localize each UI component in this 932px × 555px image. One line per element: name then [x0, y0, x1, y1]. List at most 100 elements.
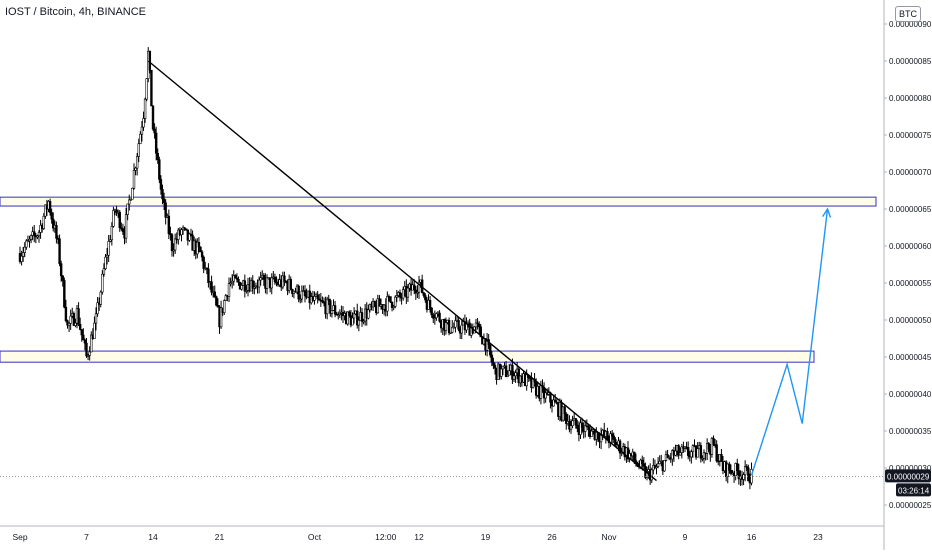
candle-body [128, 199, 131, 205]
candle-body [454, 320, 457, 328]
candle-body [642, 463, 646, 467]
candle-body [663, 459, 666, 472]
candle-body [333, 305, 337, 315]
candle-body [77, 308, 80, 325]
candle-body [129, 198, 133, 201]
candle-body [23, 246, 26, 253]
y-tick-label: 0.00000030 [889, 464, 932, 473]
candle-body [474, 322, 478, 328]
candle-body [167, 215, 171, 235]
candle-body [80, 329, 83, 336]
candle-body [243, 280, 247, 292]
candle-body [121, 228, 125, 233]
candle-body [105, 254, 109, 258]
candle-body [329, 300, 332, 314]
y-tick-label: 0.00000080 [889, 94, 932, 103]
candle-body [444, 322, 448, 331]
candle-body [104, 256, 107, 269]
candle-body [115, 209, 118, 213]
candle-body [36, 235, 39, 238]
candle-body [360, 312, 364, 322]
y-tick-label: 0.00000085 [889, 57, 932, 66]
candle-body [422, 292, 425, 296]
candle-body [346, 311, 349, 325]
candle-body [553, 399, 557, 403]
candle-body [109, 239, 112, 242]
candle-body [59, 263, 63, 277]
candle-body [234, 275, 237, 279]
support-zone[interactable] [0, 350, 815, 363]
candle-body [197, 241, 201, 248]
candle-body [351, 317, 354, 326]
candle-body [489, 344, 492, 356]
candle-body [325, 298, 329, 315]
candle-body [72, 313, 76, 326]
candle-body [99, 291, 102, 305]
y-tick-label: 0.00000060 [889, 242, 932, 251]
projection-path[interactable] [750, 208, 829, 476]
resistance-zone[interactable] [0, 196, 877, 207]
candle-body [273, 276, 277, 283]
candle-body [696, 448, 699, 458]
candle-body [318, 298, 321, 301]
x-tick-label: 7 [84, 532, 89, 542]
candle-body [29, 235, 33, 240]
candle-body [183, 227, 186, 230]
candle-body [283, 275, 286, 282]
currency-badge[interactable]: BTC [895, 6, 921, 22]
candle-body [143, 98, 147, 119]
candle-body [216, 305, 220, 308]
candle-body [158, 159, 161, 180]
candle-body [321, 300, 324, 302]
candle-body [135, 156, 139, 169]
candle-body [110, 226, 114, 241]
candle-body [576, 424, 579, 429]
candle-body [699, 445, 703, 459]
candle-body [55, 224, 58, 239]
candle-body [367, 309, 370, 319]
candle-body [707, 443, 710, 450]
candle-body [618, 440, 622, 454]
candle-body [131, 187, 134, 200]
candle-body [33, 231, 36, 236]
candle-body [237, 279, 240, 283]
candle-body [447, 319, 451, 334]
candle-body [650, 469, 653, 481]
candle-body [449, 331, 452, 334]
candle-body [737, 470, 741, 480]
candle-body [747, 467, 750, 482]
candle-body [720, 454, 723, 462]
candle-body [154, 132, 158, 154]
candle-body [424, 295, 427, 301]
candle-body [245, 290, 248, 292]
candle-body [348, 311, 351, 316]
x-tick-label: 21 [215, 532, 225, 542]
candle-body [265, 277, 269, 289]
candle-body [512, 375, 516, 380]
candle-body [327, 298, 330, 301]
candle-body [151, 105, 155, 130]
candle-body [563, 406, 566, 415]
candle-body [574, 418, 577, 426]
candle-body [416, 291, 419, 294]
candle-body [300, 290, 304, 300]
x-tick-label: Nov [601, 532, 617, 542]
y-tick-label: 0.00000065 [889, 205, 932, 214]
candle-body [235, 277, 239, 280]
candle-body [112, 210, 115, 227]
candle-body [658, 461, 661, 465]
candle-body [69, 315, 72, 324]
candle-body [159, 179, 163, 190]
x-tick-label: 19 [481, 532, 491, 542]
candle-body [94, 313, 98, 324]
candle-body [169, 233, 172, 236]
candle-body [134, 167, 137, 171]
y-tick-label: 0.00000070 [889, 168, 932, 177]
candle-body [66, 320, 69, 326]
countdown-value: 03:26:14 [898, 486, 930, 495]
candle-body [170, 234, 174, 252]
trendline[interactable] [147, 60, 657, 482]
candle-body [101, 273, 104, 293]
